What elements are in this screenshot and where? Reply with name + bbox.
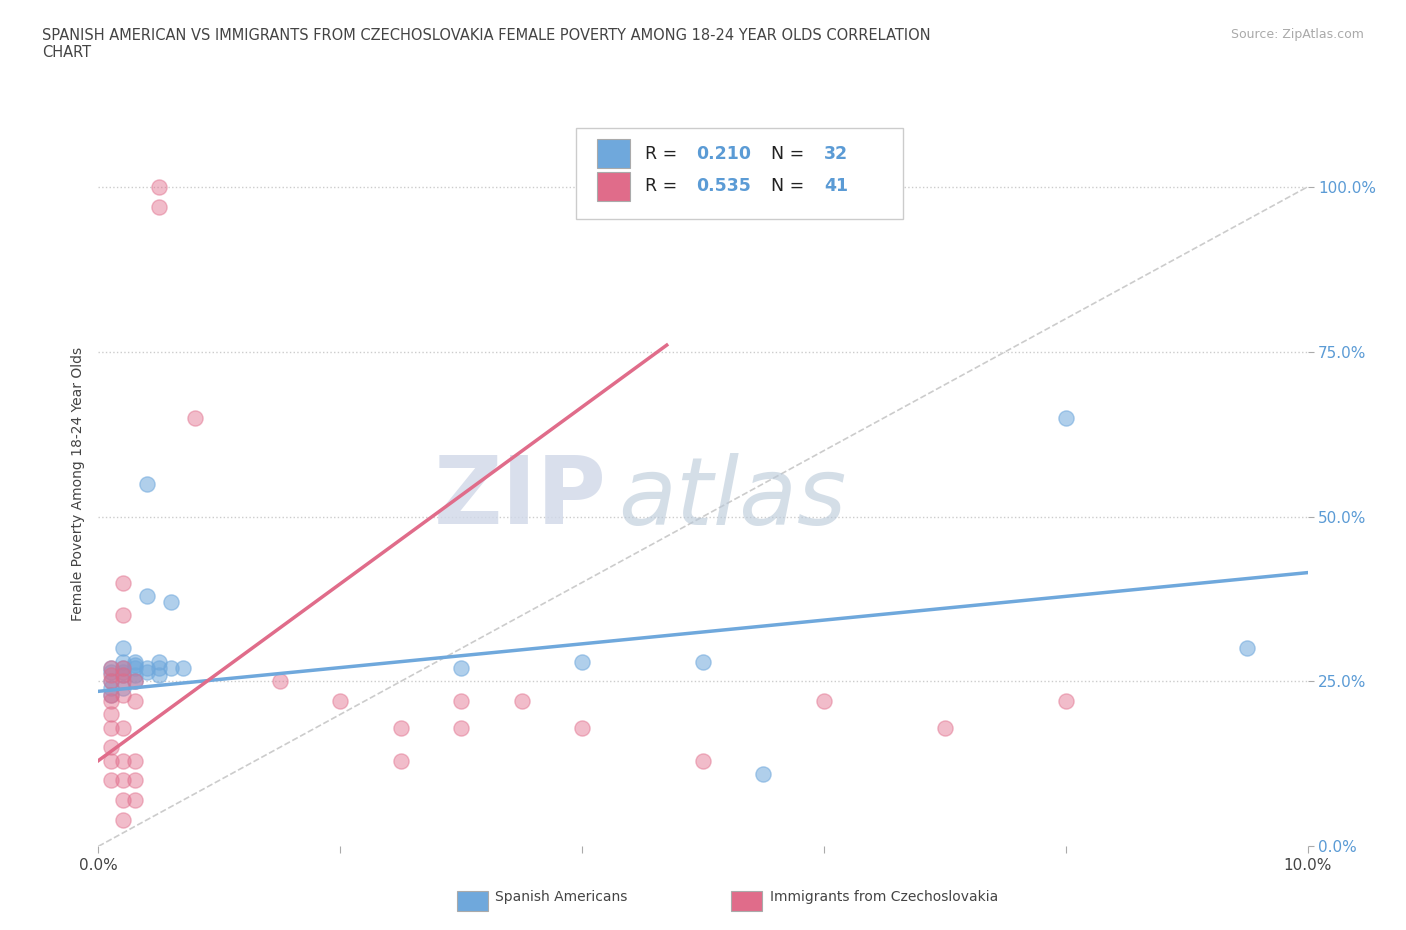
Point — [124, 674, 146, 689]
Text: Spanish Americans: Spanish Americans — [495, 890, 627, 905]
Text: SPANISH AMERICAN VS IMMIGRANTS FROM CZECHOSLOVAKIA FEMALE POVERTY AMONG 18-24 YE: SPANISH AMERICAN VS IMMIGRANTS FROM CZEC… — [42, 28, 931, 60]
Text: atlas: atlas — [619, 453, 846, 544]
Text: Source: ZipAtlas.com: Source: ZipAtlas.com — [1230, 28, 1364, 41]
Point — [124, 654, 146, 669]
Point — [111, 813, 134, 828]
Point — [135, 476, 157, 491]
Point — [111, 668, 134, 683]
Text: ZIP: ZIP — [433, 452, 606, 544]
Point — [111, 664, 134, 679]
Point — [124, 753, 146, 768]
Point — [111, 641, 134, 656]
Text: Immigrants from Czechoslovakia: Immigrants from Czechoslovakia — [770, 890, 998, 905]
Point — [111, 608, 134, 623]
Point — [160, 595, 183, 610]
Point — [111, 681, 134, 696]
Point — [111, 661, 134, 676]
Point — [124, 674, 146, 689]
Point — [135, 589, 157, 604]
Point — [100, 681, 122, 696]
Point — [111, 720, 134, 735]
Point — [111, 792, 134, 807]
Point — [100, 668, 122, 683]
Point — [1054, 410, 1077, 425]
Point — [172, 661, 194, 676]
Point — [450, 694, 472, 709]
Point — [571, 720, 593, 735]
Point — [100, 740, 122, 755]
Point — [1054, 694, 1077, 709]
FancyBboxPatch shape — [596, 139, 630, 168]
Point — [389, 753, 412, 768]
FancyBboxPatch shape — [596, 172, 630, 201]
Point — [100, 674, 122, 689]
Point — [148, 179, 170, 194]
Point — [160, 661, 183, 676]
Point — [1236, 641, 1258, 656]
Point — [135, 661, 157, 676]
Point — [100, 661, 122, 676]
Point — [111, 773, 134, 788]
FancyBboxPatch shape — [576, 128, 903, 219]
Point — [124, 773, 146, 788]
Point — [148, 654, 170, 669]
Text: R =: R = — [645, 178, 683, 195]
Point — [111, 575, 134, 590]
Point — [100, 753, 122, 768]
Point — [752, 766, 775, 781]
Text: N =: N = — [759, 144, 810, 163]
Point — [329, 694, 352, 709]
Point — [124, 792, 146, 807]
Point — [148, 199, 170, 214]
Point — [813, 694, 835, 709]
Point — [510, 694, 533, 709]
Point — [450, 720, 472, 735]
Y-axis label: Female Poverty Among 18-24 Year Olds: Female Poverty Among 18-24 Year Olds — [72, 347, 86, 620]
Text: 41: 41 — [824, 178, 848, 195]
Point — [111, 753, 134, 768]
Text: 0.535: 0.535 — [696, 178, 751, 195]
Point — [269, 674, 291, 689]
Point — [124, 658, 146, 672]
Point — [100, 720, 122, 735]
Point — [100, 687, 122, 702]
Point — [184, 410, 207, 425]
Point — [100, 687, 122, 702]
Point — [111, 654, 134, 669]
Point — [692, 654, 714, 669]
Point — [111, 674, 134, 689]
Point — [148, 661, 170, 676]
Point — [111, 661, 134, 676]
Text: R =: R = — [645, 144, 683, 163]
Point — [100, 674, 122, 689]
Text: 32: 32 — [824, 144, 848, 163]
Point — [124, 661, 146, 676]
Point — [100, 773, 122, 788]
Point — [111, 668, 134, 683]
Point — [389, 720, 412, 735]
Point — [100, 694, 122, 709]
Point — [100, 661, 122, 676]
Point — [571, 654, 593, 669]
Point — [100, 664, 122, 679]
Point — [450, 661, 472, 676]
Point — [934, 720, 956, 735]
Point — [111, 687, 134, 702]
Point — [692, 753, 714, 768]
Point — [100, 707, 122, 722]
Point — [124, 668, 146, 683]
Text: 0.210: 0.210 — [696, 144, 751, 163]
Point — [124, 694, 146, 709]
Point — [135, 664, 157, 679]
Text: N =: N = — [759, 178, 810, 195]
Point — [148, 668, 170, 683]
